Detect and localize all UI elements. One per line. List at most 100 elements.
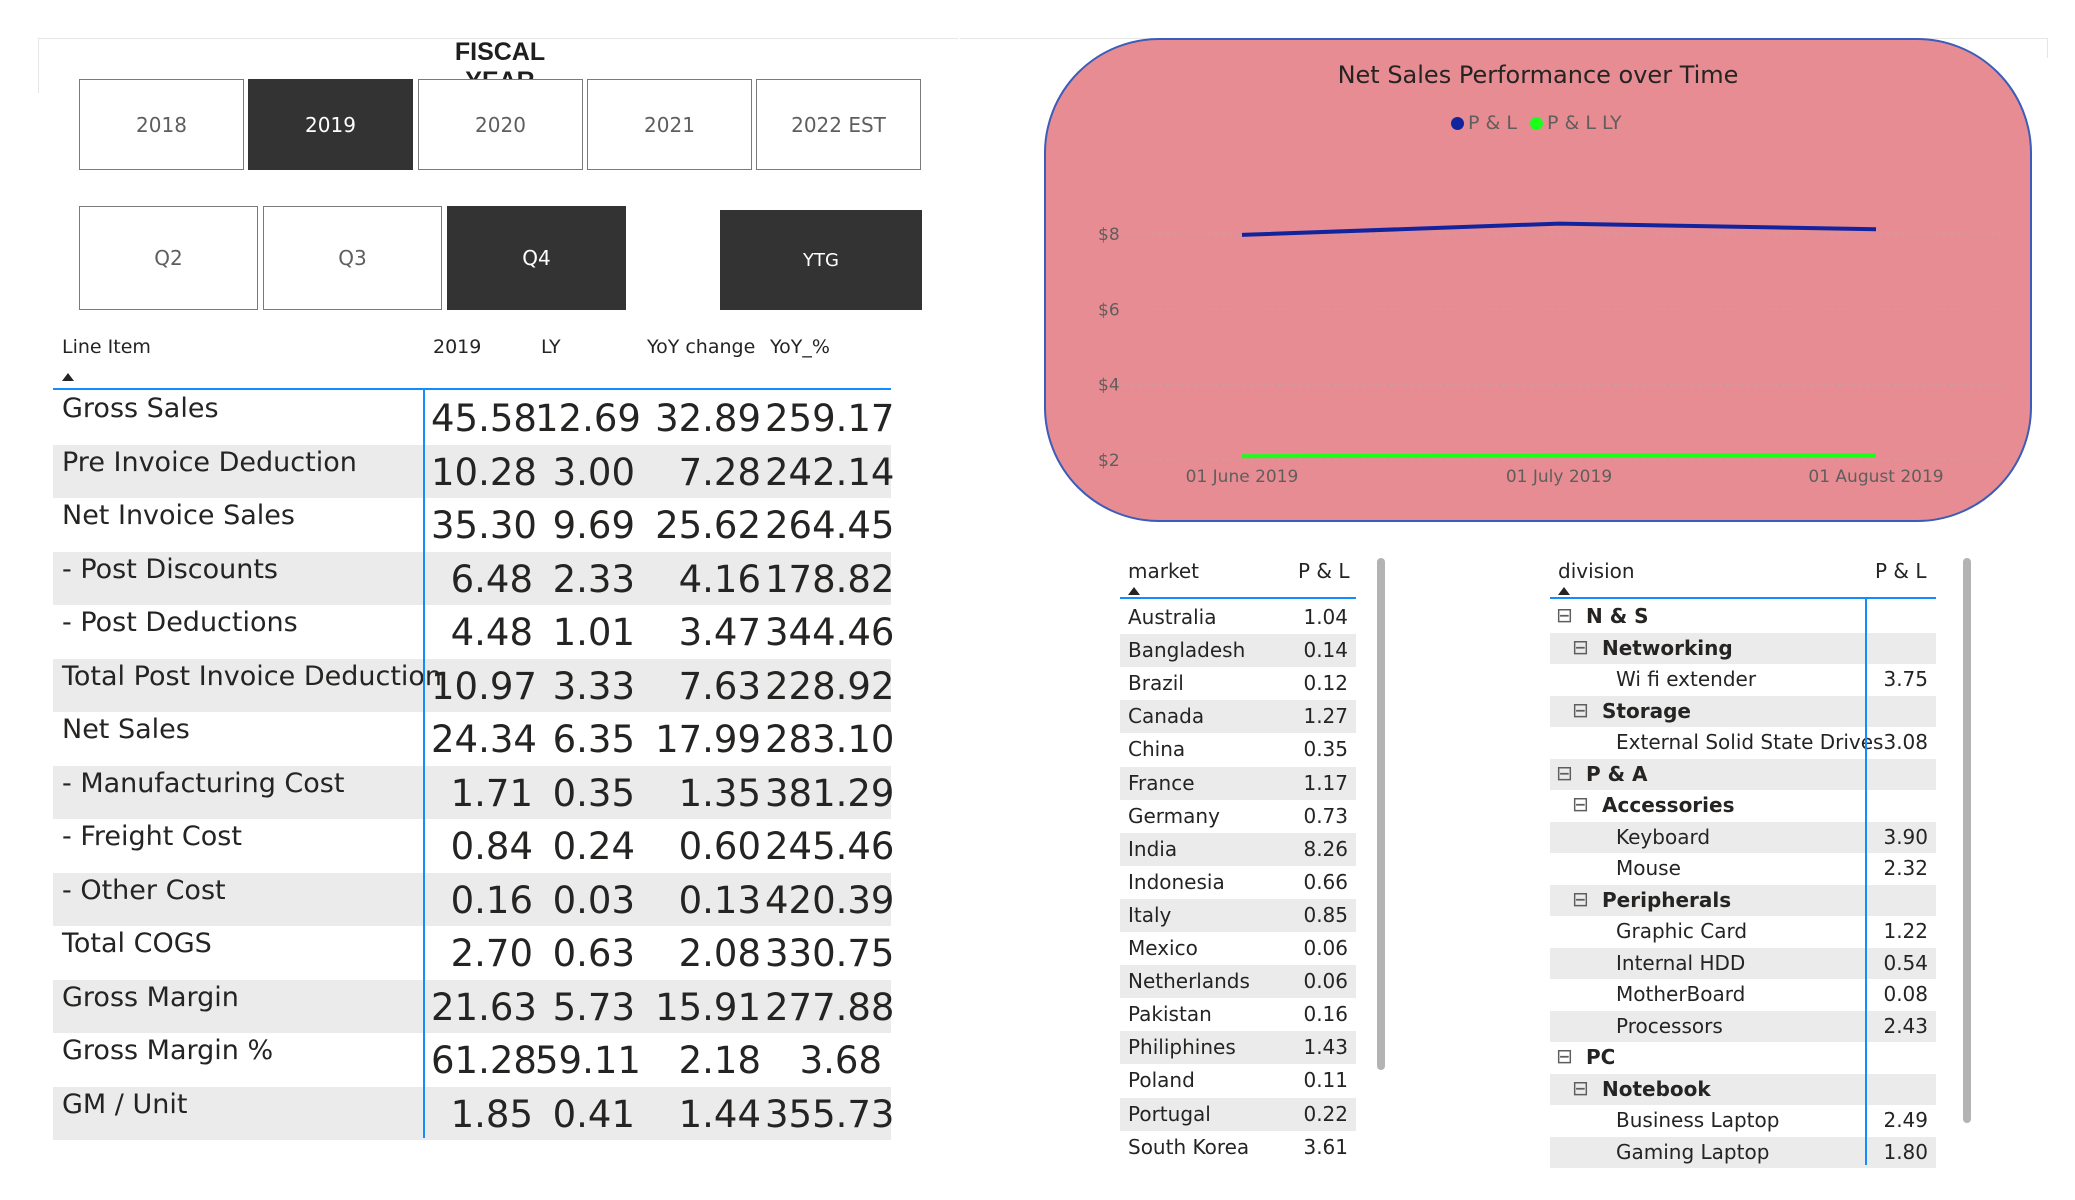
table-row[interactable]: Germany 0.73 [1120,800,1356,833]
ytg-button[interactable]: YTG [720,210,922,310]
table-row[interactable]: Canada 1.27 [1120,700,1356,734]
sort-ascending-icon[interactable] [62,373,74,381]
table-row[interactable]: Gross Margin % 61.28 59.11 2.18 3.68 [53,1033,891,1086]
col-header-year[interactable]: 2019 [433,336,482,358]
year-tile-2021[interactable]: 2021 [587,79,752,170]
table-row[interactable]: Graphic Card 1.22 [1550,916,1936,947]
quarter-tile-q4[interactable]: Q4 [447,206,626,310]
table-row[interactable]: Australia 1.04 [1120,601,1356,634]
table-row[interactable]: - Post Deductions 4.48 1.01 3.47 344.46 [53,605,894,658]
table-row[interactable]: Mouse 2.32 [1550,853,1936,884]
col-header-ly[interactable]: LY [541,336,561,358]
series-line-pl[interactable] [1241,221,1877,237]
table-row[interactable]: Brazil 0.12 [1120,667,1356,700]
table-row[interactable]: Total COGS 2.70 0.63 2.08 330.75 [53,926,894,979]
col-header-division[interactable]: division [1558,559,1635,583]
table-row[interactable]: Gaming Laptop 1.80 [1550,1136,1936,1168]
table-row[interactable]: Portugal 0.22 [1120,1097,1356,1131]
table-row[interactable]: Gross Sales 45.58 12.69 32.89 259.17 [53,391,894,444]
table-row[interactable]: Business Laptop 2.49 [1550,1105,1936,1136]
table-row[interactable]: Internal HDD 0.54 [1550,947,1936,979]
col-header-market[interactable]: market [1128,559,1199,583]
table-row[interactable]: Italy 0.85 [1120,898,1356,932]
table-row[interactable]: Total Post Invoice Deduction 10.97 3.33 7.6… [53,658,894,712]
table-row[interactable]: South Korea 3.61 [1120,1131,1356,1164]
table-row[interactable]: France 1.17 [1120,766,1356,800]
legend-item-pl-ly[interactable]: P & L LY [1530,112,1622,134]
collapse-icon[interactable]: ⊟ [1572,634,1589,659]
table-row[interactable]: Net Sales 24.34 6.35 17.99 283.10 [53,712,894,765]
cell-last-year: 59.11 [535,1039,641,1082]
collapse-icon[interactable]: ⊟ [1572,886,1589,911]
collapse-icon[interactable]: ⊟ [1556,603,1573,627]
sort-ascending-icon[interactable] [1558,587,1570,595]
division-label: Accessories [1602,793,1735,817]
col-header-line-item[interactable]: Line Item [62,336,151,358]
legend-label-pl-ly: P & L LY [1547,112,1622,134]
table-row[interactable]: Wi fi extender 3.75 [1550,664,1936,695]
line-chart[interactable]: $2 $4 $6 $8 01 June 2019 01 July 2019 01 Augus… [1046,40,2030,520]
table-row[interactable]: - Freight Cost 0.84 0.24 0.60 245.46 [53,819,894,872]
legend-item-pl[interactable]: P & L [1451,112,1517,134]
table-row[interactable]: - Manufacturing Cost 1.71 0.35 1.35 381.29 [53,765,894,819]
collapse-icon[interactable]: ⊟ [1572,1075,1589,1100]
table-row[interactable]: GM / Unit 1.85 0.41 1.44 355.73 [53,1086,894,1140]
table-row[interactable]: Bangladesh 0.14 [1120,634,1356,668]
sort-ascending-icon[interactable] [1128,587,1140,595]
division-pl-value: 3.90 [1883,824,1928,849]
legend-dot-icon [1530,116,1543,130]
table-row[interactable]: MotherBoard 0.08 [1550,979,1936,1010]
table-row[interactable]: India 8.26 [1120,832,1356,866]
table-row[interactable]: - Other Cost 0.16 0.03 0.13 420.39 [53,872,894,926]
table-row[interactable]: Processors 2.43 [1550,1010,1936,1042]
collapse-icon[interactable]: ⊟ [1556,1044,1573,1068]
year-tile-2022-est[interactable]: 2022 EST [756,79,921,170]
table-row[interactable]: Gross Margin 21.63 5.73 15.91 277.88 [53,979,894,1033]
division-label: Processors [1616,1013,1723,1038]
col-header-division-pl[interactable]: P & L [1875,559,1927,583]
table-row[interactable]: ⊟ P & A [1550,758,1936,790]
table-row[interactable]: - Post Discounts 6.48 2.33 4.16 178.82 [53,551,895,605]
table-row[interactable]: Keyboard 3.90 [1550,821,1936,853]
table-row[interactable]: ⊟ N & S [1550,601,1936,632]
division-pl-value: 2.43 [1883,1013,1928,1038]
cell-last-year: 5.73 [552,985,635,1029]
table-row[interactable]: ⊟ Storage [1550,695,1936,727]
division-pl-value: 2.32 [1883,856,1928,880]
col-header-market-pl[interactable]: P & L [1298,559,1350,583]
collapse-icon[interactable]: ⊟ [1556,760,1573,785]
table-row[interactable]: Poland 0.11 [1120,1064,1356,1097]
collapse-icon[interactable]: ⊟ [1572,792,1589,816]
year-tile-2018[interactable]: 2018 [79,79,244,170]
table-row[interactable]: Net Invoice Sales 35.30 9.69 25.62 264.45 [53,498,894,551]
quarter-tile-q2[interactable]: Q2 [79,206,258,310]
year-tile-2019[interactable]: 2019 [248,79,413,170]
col-header-yoy-change[interactable]: YoY change [647,336,756,358]
market-scrollbar[interactable] [1377,558,1385,1070]
collapse-icon[interactable]: ⊟ [1572,697,1589,722]
table-row[interactable]: Netherlands 0.06 [1120,965,1356,999]
table-row[interactable]: Indonesia 0.66 [1120,866,1356,899]
year-tile-2020[interactable]: 2020 [418,79,583,170]
table-row[interactable]: ⊟ Networking [1550,632,1936,664]
table-row[interactable]: Mexico 0.06 [1120,932,1356,965]
table-row[interactable]: ⊟ Notebook [1550,1073,1936,1105]
cell-yoy-change: 17.99 [655,718,761,761]
table-row[interactable]: ⊟ Peripherals [1550,884,1936,916]
table-row[interactable]: Pre Invoice Deduction 10.28 3.00 7.28 242.14 [53,444,894,498]
table-row[interactable]: China 0.35 [1120,733,1356,766]
market-pl-value: 0.14 [1303,638,1348,663]
division-scrollbar[interactable] [1963,558,1971,1123]
col-header-yoy-pct[interactable]: YoY_% [770,336,830,358]
table-row[interactable]: ⊟ Accessories [1550,790,1936,821]
quarter-tile-q3[interactable]: Q3 [263,206,442,310]
table-row[interactable]: External Solid State Drives 3.08 [1550,727,1936,758]
cell-last-year: 0.63 [552,932,635,975]
market-pl-value: 1.43 [1303,1035,1348,1060]
cell-yoy-pct: 178.82 [765,557,895,601]
table-row[interactable]: ⊟ PC [1550,1042,1936,1073]
series-line-pl-ly[interactable] [1241,453,1876,459]
table-row[interactable]: Pakistan 0.16 [1120,998,1356,1031]
row-label: Gross Margin [62,981,239,1013]
table-row[interactable]: Philiphines 1.43 [1120,1031,1356,1065]
